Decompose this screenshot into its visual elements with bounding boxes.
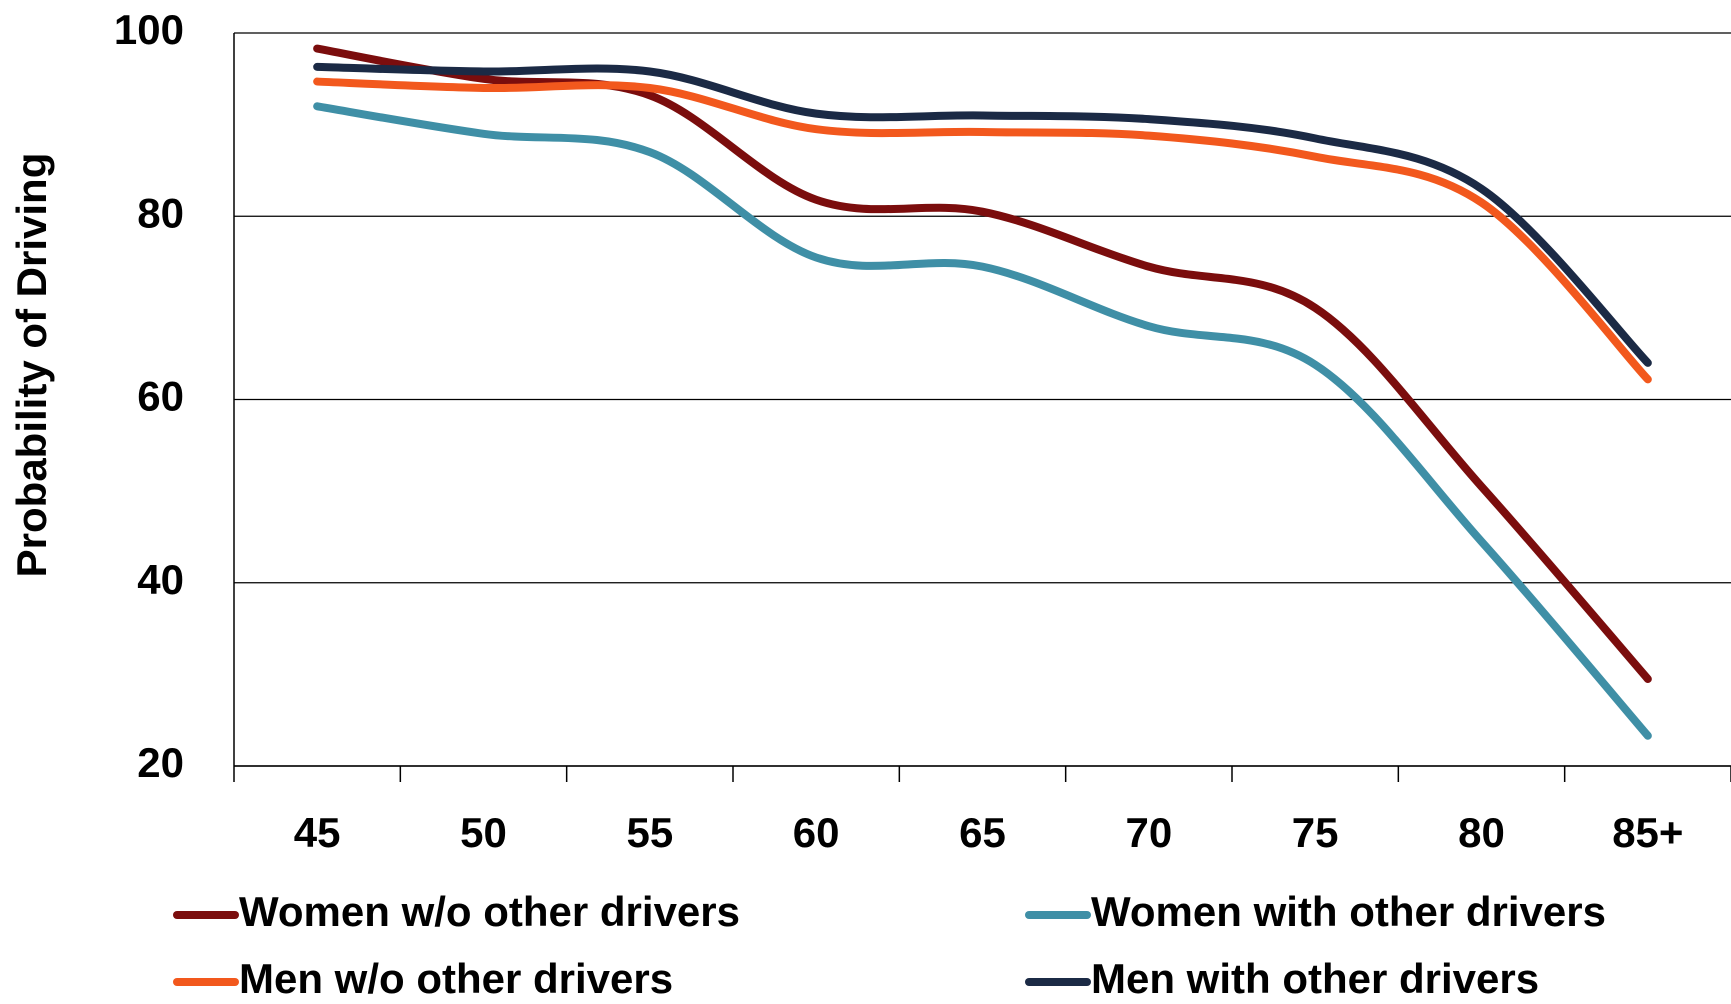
x-tick-label: 80 <box>1458 809 1505 856</box>
legend-label: Women with other drivers <box>1091 888 1606 935</box>
series-line <box>313 44 1652 683</box>
legend-label: Women w/o other drivers <box>239 888 740 935</box>
x-tick-label: 50 <box>460 809 507 856</box>
x-tick-label: 85+ <box>1612 809 1683 856</box>
x-tick-label: 70 <box>1125 809 1172 856</box>
legend-label: Men with other drivers <box>1091 955 1539 1002</box>
y-axis-title: Probability of Driving <box>8 153 55 578</box>
y-tick-label: 40 <box>137 556 184 603</box>
series-line <box>313 102 1652 740</box>
series-line <box>313 77 1652 384</box>
y-tick-label: 100 <box>114 6 184 53</box>
x-tick-label: 55 <box>626 809 673 856</box>
x-tick-label: 65 <box>959 809 1006 856</box>
x-tick-label: 75 <box>1292 809 1339 856</box>
x-tick-label: 45 <box>294 809 341 856</box>
y-tick-label: 80 <box>137 189 184 236</box>
y-tick-label: 20 <box>137 739 184 786</box>
y-tick-label: 60 <box>137 373 184 420</box>
series-line <box>313 62 1652 367</box>
legend-label: Men w/o other drivers <box>239 955 673 1002</box>
x-tick-label: 60 <box>793 809 840 856</box>
